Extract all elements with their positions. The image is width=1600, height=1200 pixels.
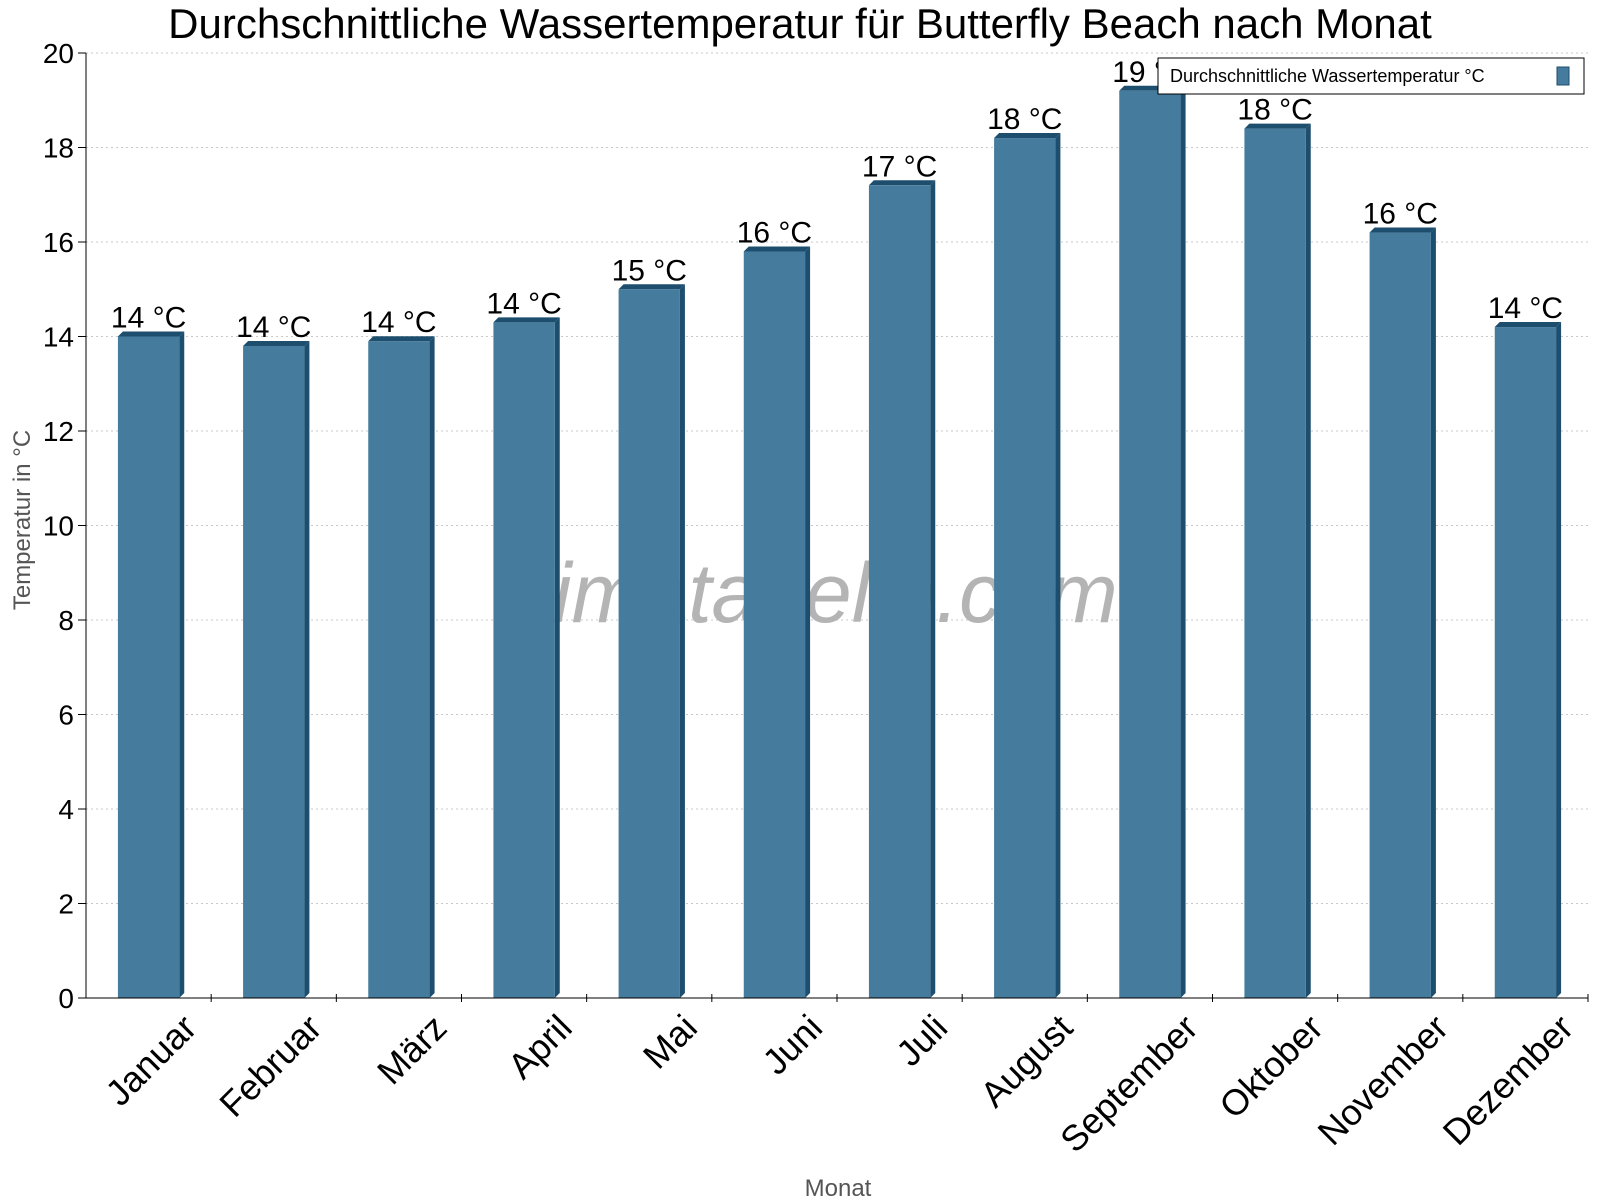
- bar-top: [1244, 123, 1311, 129]
- bar: [368, 336, 435, 999]
- bar: [1244, 123, 1311, 999]
- bar-top: [493, 317, 560, 323]
- y-tick-label: 16: [43, 227, 74, 258]
- x-tick-label: Juni: [754, 1007, 830, 1083]
- y-tick-label: 18: [43, 133, 74, 164]
- bar-top: [743, 246, 811, 252]
- y-tick-labels: 0 2 4 6 8 10 12 14 16 18 20: [43, 38, 74, 1014]
- bar: [1119, 85, 1186, 999]
- x-tick-labels: Januar Februar März April Mai Juni Juli AugustS…: [97, 1007, 1581, 1161]
- y-axis-title: Temperatur in °C: [9, 430, 36, 610]
- bars-group: [117, 85, 1562, 999]
- bar-top: [618, 284, 685, 290]
- chart-title: Durchschnittliche Wassertemperatur für B…: [168, 0, 1432, 47]
- bar-face: [1494, 327, 1557, 998]
- bar-side: [179, 331, 185, 998]
- x-tick-label: März: [369, 1007, 455, 1093]
- bar-face: [618, 289, 680, 998]
- bar-side: [679, 284, 685, 998]
- y-tick-label: 10: [43, 511, 74, 542]
- x-tick-label: April: [500, 1007, 580, 1087]
- data-label: 14 °C: [1488, 292, 1563, 325]
- data-label: 18 °C: [987, 103, 1062, 136]
- bar-side: [1556, 322, 1562, 998]
- x-axis-title: Monat: [805, 1175, 872, 1200]
- y-tick-label: 12: [43, 416, 74, 447]
- legend: Durchschnittliche Wassertemperatur °C: [1157, 57, 1585, 95]
- y-tick-label: 2: [58, 889, 74, 920]
- bar-side: [554, 317, 560, 998]
- bar-side: [429, 336, 435, 999]
- bar: [618, 284, 685, 998]
- bar-side: [1055, 133, 1061, 999]
- bar-face: [368, 341, 430, 999]
- bar-top: [368, 336, 435, 342]
- bar-side: [1305, 123, 1311, 999]
- bar: [493, 317, 560, 998]
- bar-face: [1119, 90, 1181, 999]
- bar-face: [117, 336, 180, 998]
- y-tick-label: 20: [43, 38, 74, 69]
- bar: [868, 180, 936, 999]
- bar: [743, 246, 811, 998]
- data-label: 14 °C: [111, 302, 186, 335]
- bar-top: [243, 340, 310, 346]
- bar-face: [493, 322, 555, 998]
- bar: [1369, 227, 1436, 999]
- y-tick-label: 6: [58, 700, 74, 731]
- x-tick-label: Februar: [211, 1007, 329, 1125]
- data-label: 16 °C: [737, 216, 812, 249]
- bar-face: [994, 138, 1056, 999]
- x-tick-label: Dezember: [1435, 1007, 1581, 1153]
- bar-side: [1180, 85, 1186, 999]
- bar-face: [743, 251, 806, 998]
- bar-top: [1369, 227, 1436, 233]
- data-label: 17 °C: [862, 150, 937, 183]
- bar: [994, 133, 1061, 999]
- bar-side: [930, 180, 936, 999]
- grid-lines: [86, 52, 1588, 904]
- legend-box: [1157, 57, 1585, 95]
- x-tick-label: Oktober: [1211, 1007, 1331, 1127]
- data-label: 14 °C: [361, 306, 436, 339]
- y-tick-label: 14: [43, 322, 74, 353]
- bar-face: [868, 185, 931, 999]
- data-label: 16 °C: [1363, 198, 1438, 231]
- data-label: 14 °C: [486, 287, 561, 320]
- bar-top: [1494, 322, 1562, 328]
- y-tick-label: 4: [58, 794, 74, 825]
- axes: [78, 52, 1589, 1002]
- x-tick-label: November: [1309, 1007, 1455, 1153]
- y-tick-label: 8: [58, 605, 74, 636]
- x-tick-label: Mai: [635, 1007, 705, 1077]
- x-tick-label: September: [1052, 1007, 1206, 1161]
- bar-face: [1369, 232, 1431, 999]
- bar-top: [868, 180, 936, 186]
- bar: [243, 340, 310, 998]
- bar-top: [994, 133, 1061, 139]
- bar-side: [1430, 227, 1436, 999]
- bar: [117, 331, 185, 998]
- data-label: 18 °C: [1237, 94, 1312, 127]
- data-label: 15 °C: [612, 254, 687, 287]
- bar-side: [304, 340, 310, 998]
- bar-top: [117, 331, 185, 337]
- data-labels: 14 °C 14 °C 14 °C 14 °C 15 °C 16 °C 17 °C 18 °C…: [111, 56, 1563, 344]
- bar-face: [243, 345, 305, 998]
- legend-label: Durchschnittliche Wassertemperatur °C: [1170, 66, 1485, 86]
- legend-swatch: [1556, 66, 1570, 86]
- bar-side: [805, 246, 811, 998]
- bar-face: [1244, 128, 1306, 999]
- x-tick-label: Januar: [97, 1007, 204, 1114]
- bar: [1494, 322, 1562, 998]
- y-tick-label: 0: [58, 983, 74, 1014]
- data-label: 14 °C: [236, 311, 311, 344]
- x-tick-label: Juli: [888, 1007, 955, 1074]
- x-tick-label: August: [972, 1007, 1080, 1115]
